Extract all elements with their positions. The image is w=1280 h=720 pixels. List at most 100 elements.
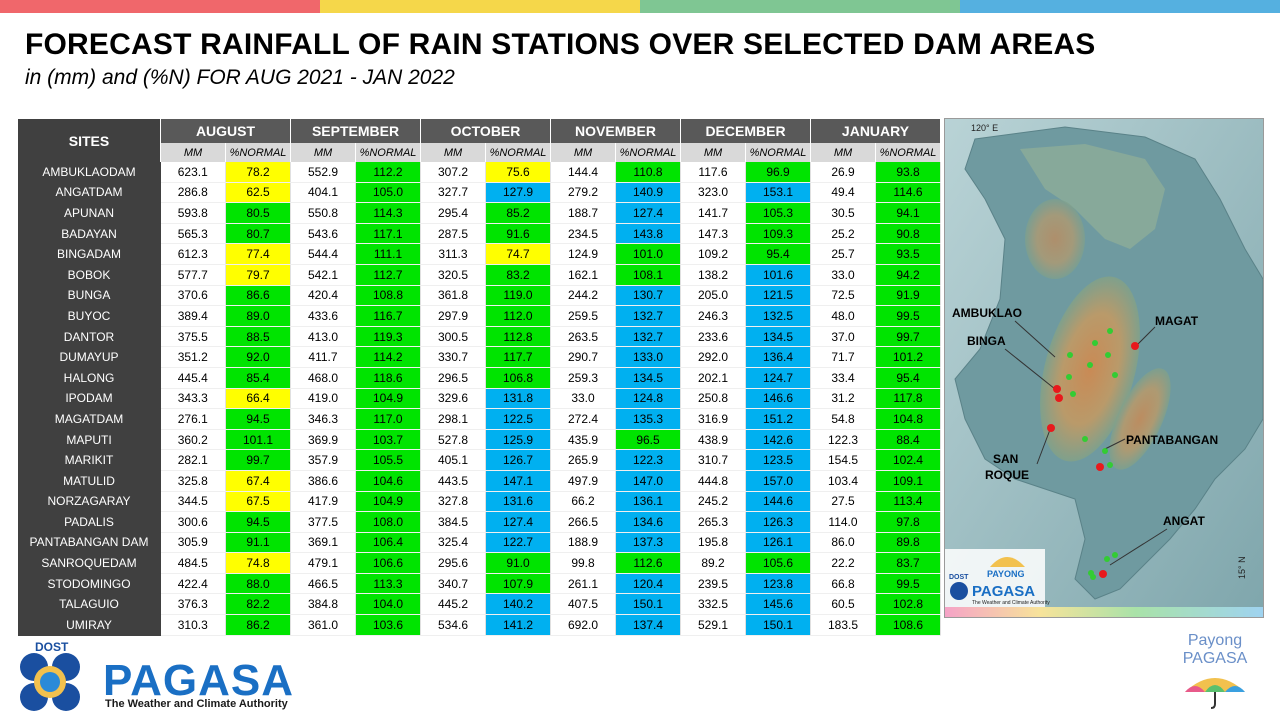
rainfall-mm-cell: 290.7 bbox=[550, 346, 616, 368]
percent-normal-cell: 91.1 bbox=[225, 532, 291, 554]
percent-normal-cell: 111.1 bbox=[355, 243, 421, 265]
site-name-cell: SANROQUEDAM bbox=[17, 552, 161, 574]
rainfall-mm-cell: 246.3 bbox=[680, 305, 746, 327]
rainfall-mm-cell: 33.0 bbox=[550, 388, 616, 410]
rainfall-mm-cell: 144.4 bbox=[550, 162, 616, 183]
table-row: HALONG 445.4 85.4 468.0 118.6 296.5 106.8 259.3… bbox=[17, 367, 941, 389]
month-header: SEPTEMBER bbox=[290, 119, 421, 143]
rainfall-mm-cell: 292.0 bbox=[680, 346, 746, 368]
percent-normal-cell: 134.5 bbox=[615, 367, 681, 389]
station-marker bbox=[1107, 462, 1113, 468]
site-name-cell: BOBOK bbox=[17, 264, 161, 286]
rainfall-mm-cell: 162.1 bbox=[550, 264, 616, 286]
percent-normal-cell: 112.6 bbox=[615, 552, 681, 574]
rainfall-mm-cell: 22.2 bbox=[810, 552, 876, 574]
rainfall-mm-cell: 612.3 bbox=[160, 243, 226, 265]
rainfall-mm-cell: 529.1 bbox=[680, 614, 746, 636]
site-name-cell: HALONG bbox=[17, 367, 161, 389]
percent-normal-cell: 136.4 bbox=[745, 346, 811, 368]
site-name-cell: MATULID bbox=[17, 470, 161, 492]
percent-normal-cell: 121.5 bbox=[745, 285, 811, 307]
percent-normal-cell: 80.5 bbox=[225, 202, 291, 224]
percent-normal-cell: 117.0 bbox=[355, 408, 421, 430]
percent-normal-cell: 114.3 bbox=[355, 202, 421, 224]
label-san-roque: SAN bbox=[993, 452, 1018, 466]
rainfall-mm-cell: 623.1 bbox=[160, 162, 226, 183]
rainfall-mm-cell: 141.7 bbox=[680, 202, 746, 224]
site-name-cell: NORZAGARAY bbox=[17, 491, 161, 513]
percent-normal-cell: 133.0 bbox=[615, 346, 681, 368]
rainfall-mm-cell: 49.4 bbox=[810, 182, 876, 204]
station-marker bbox=[1082, 436, 1088, 442]
rainfall-mm-cell: 122.3 bbox=[810, 429, 876, 451]
month-header: AUGUST bbox=[160, 119, 291, 143]
map-svg: 120° E 15° N AMBUKLAO BINGA MAGAT PANTAB… bbox=[945, 119, 1263, 617]
month-header: NOVEMBER bbox=[550, 119, 681, 143]
dam-markers bbox=[1047, 342, 1139, 578]
rainfall-mm-cell: 66.8 bbox=[810, 573, 876, 595]
rainfall-mm-cell: 89.2 bbox=[680, 552, 746, 574]
rainfall-mm-cell: 266.5 bbox=[550, 511, 616, 533]
percent-normal-cell: 93.5 bbox=[875, 243, 941, 265]
rainfall-mm-cell: 375.5 bbox=[160, 326, 226, 348]
dost-seal-icon bbox=[20, 653, 80, 711]
percent-normal-cell: 91.0 bbox=[485, 552, 551, 574]
rainfall-mm-cell: 60.5 bbox=[810, 593, 876, 616]
rainfall-mm-cell: 443.5 bbox=[420, 470, 486, 492]
rainfall-mm-cell: 411.7 bbox=[290, 346, 356, 368]
map-logo-seal bbox=[950, 582, 968, 600]
rainfall-mm-cell: 286.8 bbox=[160, 182, 226, 204]
umbrella-icon bbox=[1185, 678, 1245, 709]
table-row: NORZAGARAY 344.5 67.5 417.9 104.9 327.8 131.6 6… bbox=[17, 491, 941, 513]
month-header: OCTOBER bbox=[420, 119, 551, 143]
rainfall-mm-cell: 298.1 bbox=[420, 408, 486, 430]
percent-normal-cell: 86.2 bbox=[225, 614, 291, 636]
payong-line1: Payong bbox=[1187, 632, 1243, 649]
northern-highland bbox=[1020, 144, 1165, 249]
rainfall-mm-cell: 33.4 bbox=[810, 367, 876, 389]
page-subtitle: in (mm) and (%N) FOR AUG 2021 - JAN 2022 bbox=[25, 66, 455, 89]
rainfall-mm-cell: 295.4 bbox=[420, 202, 486, 224]
percent-normal-cell: 89.0 bbox=[225, 305, 291, 327]
rainfall-mm-cell: 261.1 bbox=[550, 573, 616, 595]
rainfall-mm-cell: 438.9 bbox=[680, 429, 746, 451]
rainfall-mm-cell: 534.6 bbox=[420, 614, 486, 636]
rainfall-mm-cell: 307.2 bbox=[420, 162, 486, 183]
rainfall-mm-cell: 466.5 bbox=[290, 573, 356, 595]
percent-normal-cell: 105.3 bbox=[745, 202, 811, 224]
rainfall-mm-cell: 340.7 bbox=[420, 573, 486, 595]
rainfall-mm-cell: 543.6 bbox=[290, 223, 356, 245]
caraballo-range bbox=[1109, 368, 1171, 470]
percent-normal-cell: 140.2 bbox=[485, 593, 551, 616]
percent-normal-cell: 104.6 bbox=[355, 470, 421, 492]
rainfall-mm-cell: 330.7 bbox=[420, 346, 486, 368]
percent-normal-cell: 112.8 bbox=[485, 326, 551, 348]
cordillera-range bbox=[1040, 276, 1140, 462]
site-name-cell: BUNGA bbox=[17, 285, 161, 307]
month-header: JANUARY bbox=[810, 119, 941, 143]
station-marker bbox=[1112, 552, 1118, 558]
map-logo-name: PAGASA bbox=[972, 583, 1035, 600]
site-name-cell: ANGATDAM bbox=[17, 182, 161, 204]
percent-normal-cell: 108.8 bbox=[355, 285, 421, 307]
label-magat: MAGAT bbox=[1155, 314, 1199, 328]
rainfall-mm-cell: 435.9 bbox=[550, 429, 616, 451]
percent-normal-cell: 132.5 bbox=[745, 305, 811, 327]
rainfall-mm-cell: 103.4 bbox=[810, 470, 876, 492]
site-name-cell: IPODAM bbox=[17, 388, 161, 410]
rainfall-mm-cell: 25.7 bbox=[810, 243, 876, 265]
footer-tagline: The Weather and Climate Authority bbox=[105, 698, 288, 710]
table-row: BADAYAN 565.3 80.7 543.6 117.1 287.5 91.6 234.5… bbox=[17, 223, 941, 245]
percent-normal-cell: 86.6 bbox=[225, 285, 291, 307]
rainfall-mm-cell: 205.0 bbox=[680, 285, 746, 307]
percent-normal-cell: 147.0 bbox=[615, 470, 681, 492]
percent-normal-cell: 103.7 bbox=[355, 429, 421, 451]
percent-normal-cell: 93.8 bbox=[875, 162, 941, 183]
station-marker bbox=[1088, 570, 1094, 576]
percent-normal-cell: 131.6 bbox=[485, 491, 551, 513]
latitude-label: 15° N bbox=[1237, 556, 1247, 579]
table-row: UMIRAY 310.3 86.2 361.0 103.6 534.6 141.2 692.0… bbox=[17, 614, 941, 636]
percent-normal-cell: 141.2 bbox=[485, 614, 551, 636]
site-name-cell: APUNAN bbox=[17, 202, 161, 224]
percent-normal-cell: 123.8 bbox=[745, 573, 811, 595]
